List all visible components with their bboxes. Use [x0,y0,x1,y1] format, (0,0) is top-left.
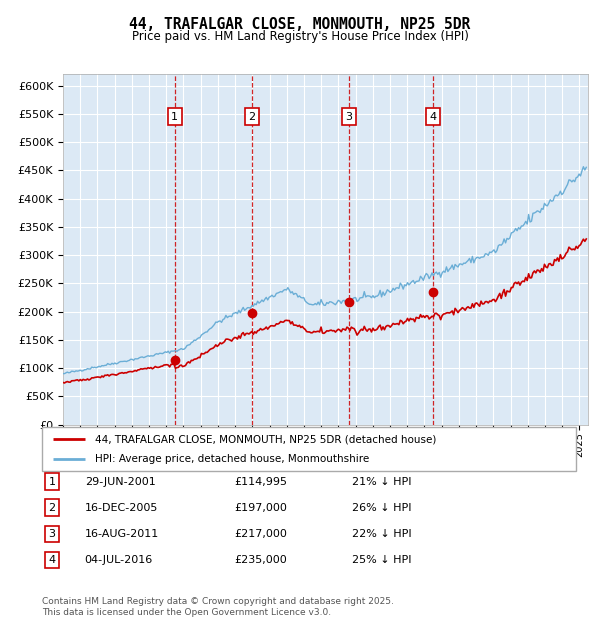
Text: 22% ↓ HPI: 22% ↓ HPI [352,529,412,539]
Text: HPI: Average price, detached house, Monmouthshire: HPI: Average price, detached house, Monm… [95,454,370,464]
Text: 04-JUL-2016: 04-JUL-2016 [85,555,153,565]
Text: 1: 1 [49,477,55,487]
Text: 4: 4 [430,112,437,122]
Text: £197,000: £197,000 [234,503,287,513]
Text: 25% ↓ HPI: 25% ↓ HPI [352,555,411,565]
Text: 2: 2 [49,503,56,513]
Text: 26% ↓ HPI: 26% ↓ HPI [352,503,411,513]
Text: Price paid vs. HM Land Registry's House Price Index (HPI): Price paid vs. HM Land Registry's House … [131,30,469,43]
Text: 44, TRAFALGAR CLOSE, MONMOUTH, NP25 5DR: 44, TRAFALGAR CLOSE, MONMOUTH, NP25 5DR [130,17,470,32]
Text: Contains HM Land Registry data © Crown copyright and database right 2025.
This d: Contains HM Land Registry data © Crown c… [42,598,394,617]
Text: 3: 3 [346,112,353,122]
Text: 2: 2 [248,112,255,122]
Text: 3: 3 [49,529,55,539]
Text: 29-JUN-2001: 29-JUN-2001 [85,477,155,487]
Text: 44, TRAFALGAR CLOSE, MONMOUTH, NP25 5DR (detached house): 44, TRAFALGAR CLOSE, MONMOUTH, NP25 5DR … [95,434,437,444]
Text: £114,995: £114,995 [234,477,287,487]
Text: £235,000: £235,000 [234,555,287,565]
FancyBboxPatch shape [42,427,576,471]
Text: 1: 1 [171,112,178,122]
Text: 16-DEC-2005: 16-DEC-2005 [85,503,158,513]
Text: £217,000: £217,000 [234,529,287,539]
Text: 16-AUG-2011: 16-AUG-2011 [85,529,159,539]
Text: 21% ↓ HPI: 21% ↓ HPI [352,477,411,487]
Text: 4: 4 [49,555,56,565]
